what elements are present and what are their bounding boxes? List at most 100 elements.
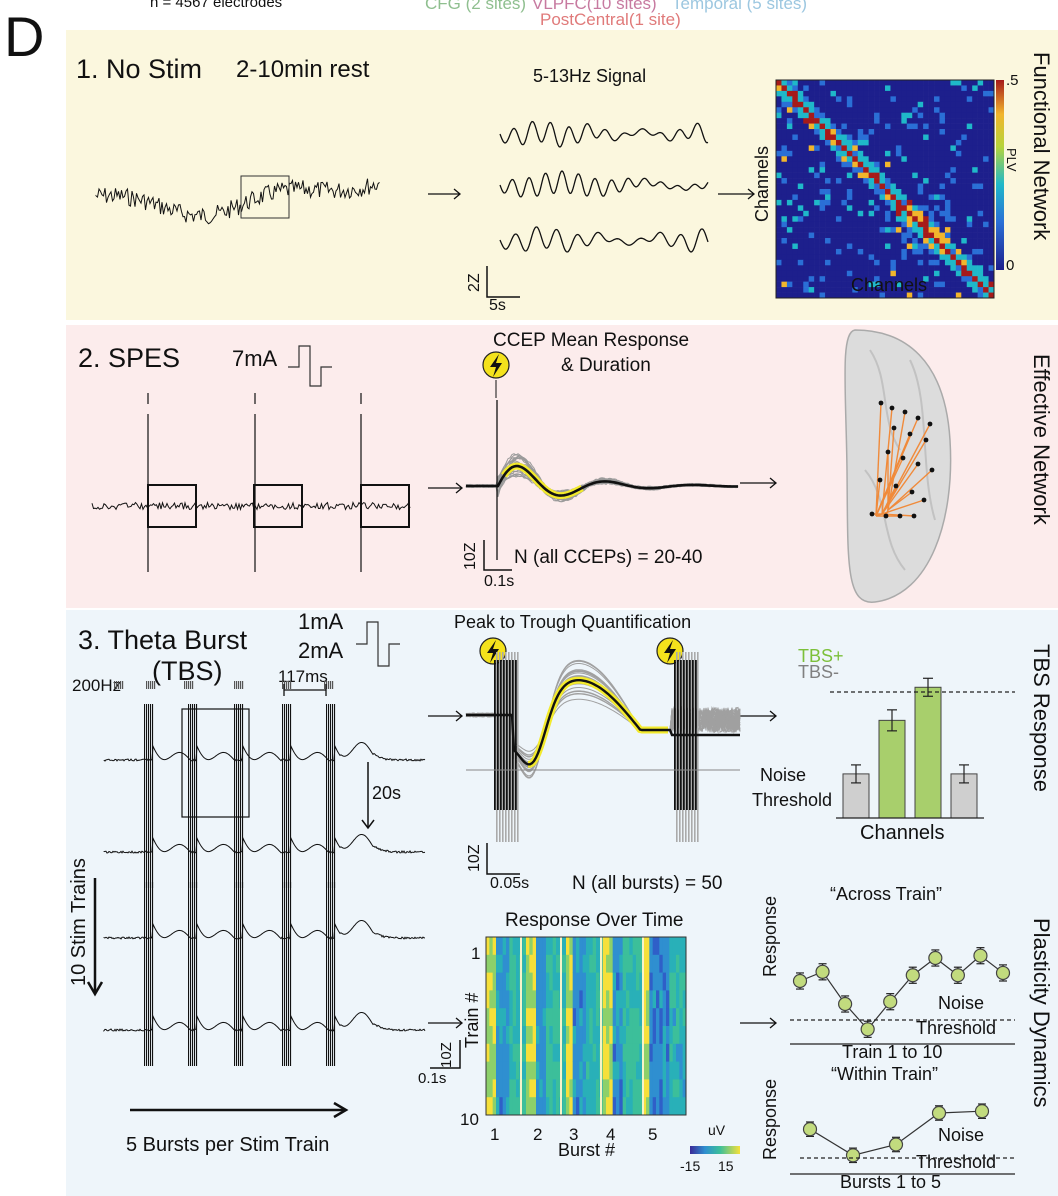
arrow-icon [428,482,464,494]
data-point [888,1137,904,1152]
error-bar [887,709,897,732]
oscillation-trace [499,226,709,253]
site-label-vlpfc: VLPFC(10 sites) [532,0,657,13]
heatmap-xtick-4: 4 [606,1125,616,1144]
heatmap-title: Response Over Time [505,910,684,931]
heatmap-xlabel: Burst # [558,1140,616,1160]
ccep-title-1: CCEP Mean Response [493,330,690,351]
tbs-frequency: 200Hz [72,676,122,695]
within-title: “Within Train” [831,1064,939,1084]
peak-trough-traces [465,652,741,842]
spes-trace [91,500,411,512]
bar-channels-label: Channels [860,822,945,844]
data-point [905,968,920,983]
arrow-icon [428,1017,464,1029]
legend-tbs-pos: TBS+ [798,646,844,666]
error-bar [959,764,969,784]
side-label-plasticity: Plasticity Dynamics [1029,918,1054,1108]
data-point [931,1105,947,1121]
data-point [860,1022,875,1037]
data-point [815,964,830,979]
lightning-icon [656,637,684,665]
electrode-count: n = 4567 electrodes [150,0,283,11]
threshold-label: Threshold [752,790,833,810]
within-train-chart [790,1103,1015,1175]
data-point [950,968,965,983]
plv-matrix [776,80,995,299]
signal-title: 5-13Hz Signal [533,66,647,86]
pulse-icon [356,621,400,667]
heatmap-cb-min: -15 [680,1158,701,1174]
arrow-icon [740,1017,778,1029]
across-train-chart [790,947,1015,1045]
ccep-title-2: & Duration [561,355,651,376]
selection-box [181,708,250,818]
section2-graphics [91,329,952,603]
side-label-tbs: TBS Response [1029,644,1054,792]
spes-amplitude: 7mA [232,346,278,371]
section1-graphics [95,79,1004,299]
error-bar [851,764,861,784]
matrix-xlabel: Channels [851,275,928,295]
tbs-bar-chart [830,677,1015,819]
error-bar [923,677,933,697]
ccep-scale-x: 0.1s [484,573,515,590]
bar [878,719,906,819]
data-point [838,996,853,1012]
heatmap-cb-label: uV [708,1122,726,1138]
section2-title: 2. SPES [78,343,181,373]
lightning-icon [482,351,510,379]
tbs-amp-1: 1mA [298,609,344,634]
scale-bar [430,1040,461,1069]
across-noise-label: Noise [938,993,985,1013]
ptq-title: Peak to Trough Quantification [454,612,692,632]
arrow-icon [740,477,778,489]
across-title: “Across Train” [830,884,943,904]
heatmap-ytick-10: 10 [460,1110,479,1129]
section3-title-2: (TBS) [152,656,223,686]
side-label-functional: Functional Network [1029,52,1054,241]
site-label-postcentral: PostCentral(1 site) [540,10,681,29]
across-xlabel: Train 1 to 10 [842,1042,943,1062]
heatmap-xtick-5: 5 [648,1125,658,1144]
scale-x-label: 5s [489,297,506,314]
ccep-n-label: N (all CCEPs) = 20-40 [514,547,703,568]
section1-title: 1. No Stim [76,54,203,84]
ccep-traces [465,453,739,503]
colorbar-bottom-label: 0 [1006,257,1015,274]
scale-bar [486,843,520,875]
brain-network-icon [844,329,952,603]
scale-bar [483,540,512,571]
site-label-temporal: Temporal (5 sites) [672,0,808,13]
across-threshold-label: Threshold [916,1018,997,1038]
burst-marks [114,681,334,689]
panel-letter: D [4,5,45,68]
section3-title-1: 3. Theta Burst [78,625,248,655]
site-label-cfg: CFG (2 sites) [425,0,527,13]
train-gap-label: 20s [372,783,402,803]
tbs-train-traces [103,704,426,1066]
heatmap-xtick-2: 2 [533,1125,543,1144]
arrow-icon [718,188,756,200]
data-point [973,948,988,963]
side-label-effective: Effective Network [1029,354,1054,525]
heatmap-ytick-1: 1 [471,944,481,963]
heatmap-xtick-1: 1 [490,1125,500,1144]
scale-bar [486,266,520,298]
section1-subtitle: 2-10min rest [236,56,370,83]
down-arrow-icon [86,878,104,997]
arrow-icon [428,188,462,200]
arrow-icon [428,710,464,722]
ptq-scale-x: 0.05s [490,875,530,892]
bursts-label: 5 Bursts per Stim Train [126,1134,330,1156]
data-point [995,965,1011,981]
data-point [883,994,898,1009]
within-xlabel: Bursts 1 to 5 [840,1172,942,1192]
data-point [802,1122,818,1137]
bar [914,686,942,819]
colorbar-top-label: .5 [1006,72,1019,89]
left-scale-x: 0.1s [418,1070,447,1087]
selection-box [240,175,290,219]
noise-label: Noise [760,765,807,785]
